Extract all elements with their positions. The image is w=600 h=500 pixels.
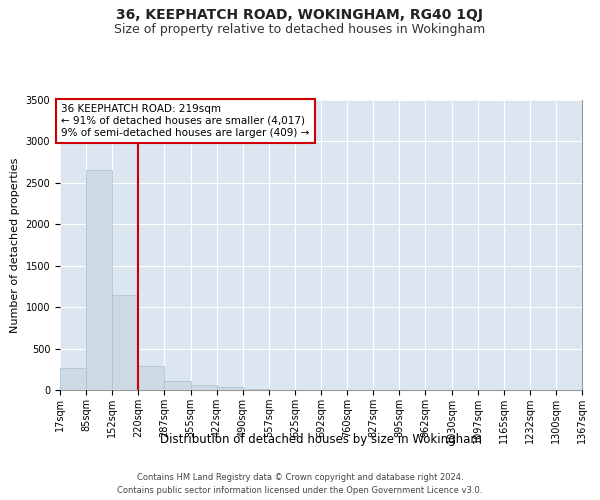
Text: Size of property relative to detached houses in Wokingham: Size of property relative to detached ho… [115,22,485,36]
Text: 36 KEEPHATCH ROAD: 219sqm
← 91% of detached houses are smaller (4,017)
9% of sem: 36 KEEPHATCH ROAD: 219sqm ← 91% of detac… [61,104,310,138]
Text: 36, KEEPHATCH ROAD, WOKINGHAM, RG40 1QJ: 36, KEEPHATCH ROAD, WOKINGHAM, RG40 1QJ [116,8,484,22]
Text: Contains HM Land Registry data © Crown copyright and database right 2024.
Contai: Contains HM Land Registry data © Crown c… [118,474,482,495]
Bar [86,170,112,390]
Bar [217,387,243,390]
Text: Distribution of detached houses by size in Wokingham: Distribution of detached houses by size … [160,432,482,446]
Bar [112,294,139,390]
Bar [164,382,191,390]
Bar [60,368,86,390]
Bar [191,385,217,390]
Bar [243,389,269,390]
Bar [139,366,164,390]
Y-axis label: Number of detached properties: Number of detached properties [10,158,20,332]
